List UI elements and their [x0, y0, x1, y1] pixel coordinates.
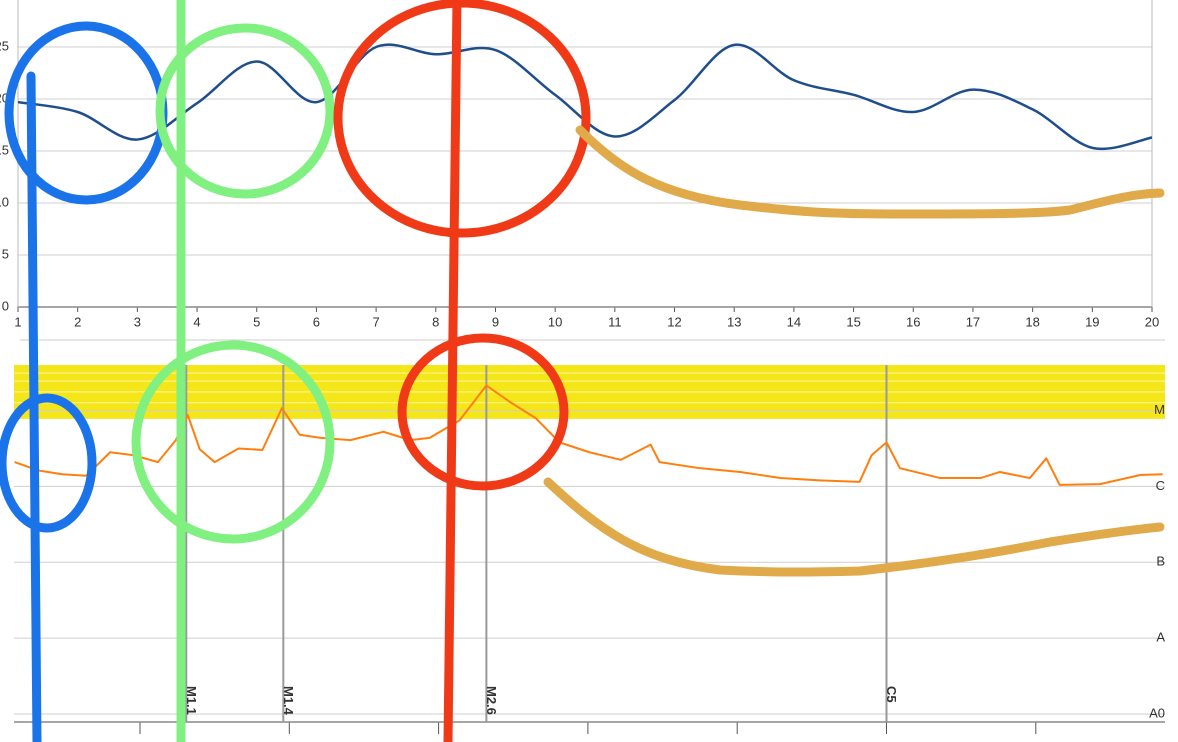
- red-circle: [333, 0, 591, 238]
- x-tick-label: 17: [966, 314, 980, 329]
- y-tick-label: M: [1154, 402, 1165, 417]
- y-tick-label: 20: [0, 90, 9, 105]
- marker-label: M2.6: [484, 686, 499, 715]
- x-tick-label: 18: [1025, 314, 1039, 329]
- gold-stroke: [575, 125, 1165, 219]
- charts: 0510152025123456789101112131415161718192…: [0, 0, 1165, 734]
- y-tick-label: 15: [0, 142, 9, 157]
- y-tick-label: B: [1156, 554, 1165, 569]
- y-tick-label: 10: [0, 194, 9, 209]
- x-tick-label: 1: [14, 314, 21, 329]
- y-tick-label: 0: [2, 298, 9, 313]
- x-tick-label: 13: [727, 314, 741, 329]
- x-tick-label: 7: [372, 314, 379, 329]
- x-tick-label: 20: [1145, 314, 1159, 329]
- chart: A0 A B C M M1.1 M1.4 M2.6 C5: [14, 339, 1165, 734]
- green-circle: [131, 340, 335, 544]
- red-line: [443, 0, 462, 742]
- x-tick-label: 12: [667, 314, 681, 329]
- x-tick-label: 8: [432, 314, 439, 329]
- x-tick-label: 11: [608, 314, 622, 329]
- green-circle: [155, 23, 335, 199]
- x-tick-label: 19: [1085, 314, 1099, 329]
- x-tick-label: 3: [134, 314, 141, 329]
- marker-label: C5: [884, 686, 899, 703]
- x-tick-label: 10: [548, 314, 562, 329]
- x-tick-label: 2: [74, 314, 81, 329]
- y-tick-label: 5: [2, 246, 9, 261]
- x-tick-label: 14: [787, 314, 801, 329]
- blue-circle: [0, 393, 97, 533]
- y-tick-label: 25: [0, 38, 9, 53]
- y-tick-label: A: [1156, 630, 1165, 645]
- x-tick-label: 6: [313, 314, 320, 329]
- gold-stroke: [543, 477, 1165, 577]
- x-tick-label: 5: [253, 314, 260, 329]
- blue-line: [26, 71, 42, 742]
- x-tick-label: 15: [846, 314, 860, 329]
- y-tick-label: A0: [1149, 705, 1165, 720]
- marker-label: M1.4: [281, 686, 296, 716]
- x-tick-label: 16: [906, 314, 920, 329]
- x-tick-label: 4: [193, 314, 200, 329]
- red-circle: [397, 333, 569, 491]
- x-tick-label: 9: [492, 314, 499, 329]
- marker-label: M1.1: [184, 686, 199, 715]
- y-tick-label: C: [1156, 478, 1165, 493]
